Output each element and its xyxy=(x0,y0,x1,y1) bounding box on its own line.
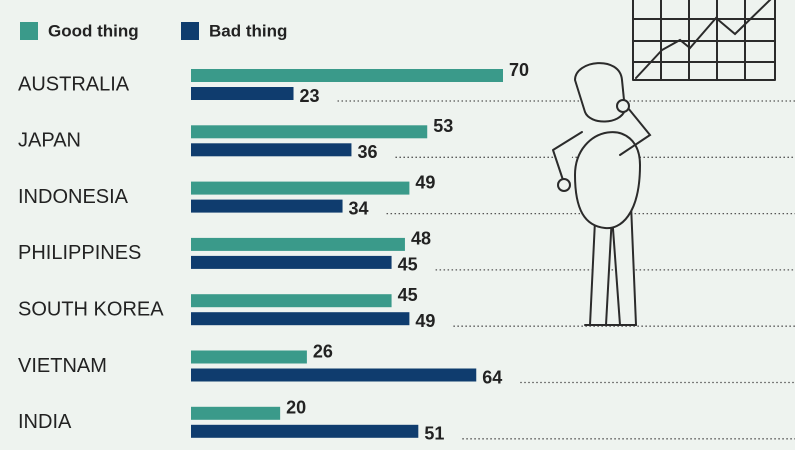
category-label: INDONESIA xyxy=(18,186,129,208)
bar xyxy=(191,181,410,195)
value-label: 49 xyxy=(415,311,435,331)
value-label: 36 xyxy=(357,142,377,162)
head xyxy=(574,62,626,123)
hand-right xyxy=(616,99,630,113)
bar xyxy=(191,87,294,100)
category-label: PHILIPPINES xyxy=(18,242,141,264)
value-label: 45 xyxy=(398,285,418,305)
bar xyxy=(191,69,503,82)
arm-left xyxy=(552,131,583,181)
value-label: 20 xyxy=(286,398,306,418)
value-label: 53 xyxy=(433,116,453,136)
hand-left xyxy=(557,178,571,192)
legend-label: Good thing xyxy=(48,21,139,40)
value-label: 49 xyxy=(415,172,435,192)
category-label: SOUTH KOREA xyxy=(18,298,164,320)
arm-right xyxy=(619,107,652,156)
legend-swatch xyxy=(20,22,38,40)
bar xyxy=(191,143,352,157)
category-label: INDIA xyxy=(18,411,72,433)
bar xyxy=(191,199,343,213)
bar xyxy=(191,237,405,251)
bar xyxy=(191,294,392,308)
bar xyxy=(191,350,307,364)
legend-swatch xyxy=(181,22,199,40)
value-label: 70 xyxy=(509,60,529,80)
category-label: JAPAN xyxy=(18,130,81,152)
value-label: 23 xyxy=(300,86,320,106)
category-label: AUSTRALIA xyxy=(18,73,130,95)
value-label: 34 xyxy=(349,198,369,218)
value-label: 51 xyxy=(424,424,444,444)
bar xyxy=(191,125,428,139)
bar xyxy=(191,312,410,326)
illustration xyxy=(552,0,776,326)
bar xyxy=(191,368,477,382)
bar xyxy=(191,406,281,420)
body xyxy=(574,131,641,230)
bar xyxy=(191,424,419,438)
legend-label: Bad thing xyxy=(209,21,287,40)
value-label: 64 xyxy=(482,367,502,387)
value-label: 26 xyxy=(313,341,333,361)
value-label: 48 xyxy=(411,229,431,249)
bar xyxy=(191,255,392,269)
mini-chart-grid xyxy=(632,0,776,81)
mini-chart-line xyxy=(635,0,772,79)
value-label: 45 xyxy=(398,255,418,275)
category-label: VIETNAM xyxy=(18,355,107,377)
